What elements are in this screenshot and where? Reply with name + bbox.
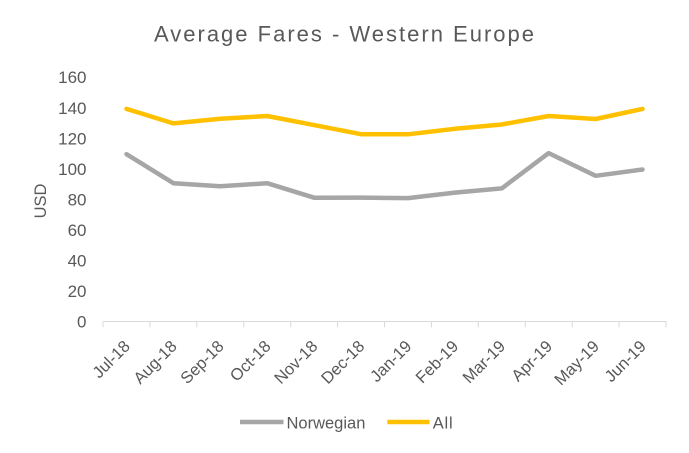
svg-text:160: 160: [58, 68, 86, 87]
svg-text:120: 120: [58, 129, 86, 148]
svg-text:USD: USD: [32, 184, 50, 219]
svg-text:Norwegian: Norwegian: [287, 415, 366, 433]
svg-text:60: 60: [68, 221, 87, 240]
svg-text:40: 40: [68, 252, 87, 271]
svg-text:20: 20: [68, 282, 87, 301]
svg-text:0: 0: [77, 313, 86, 332]
svg-text:Average Fares - Western Europe: Average Fares - Western Europe: [154, 22, 536, 47]
svg-text:100: 100: [58, 160, 86, 179]
svg-text:140: 140: [58, 99, 86, 118]
svg-text:All: All: [433, 415, 454, 433]
svg-text:80: 80: [68, 191, 87, 210]
